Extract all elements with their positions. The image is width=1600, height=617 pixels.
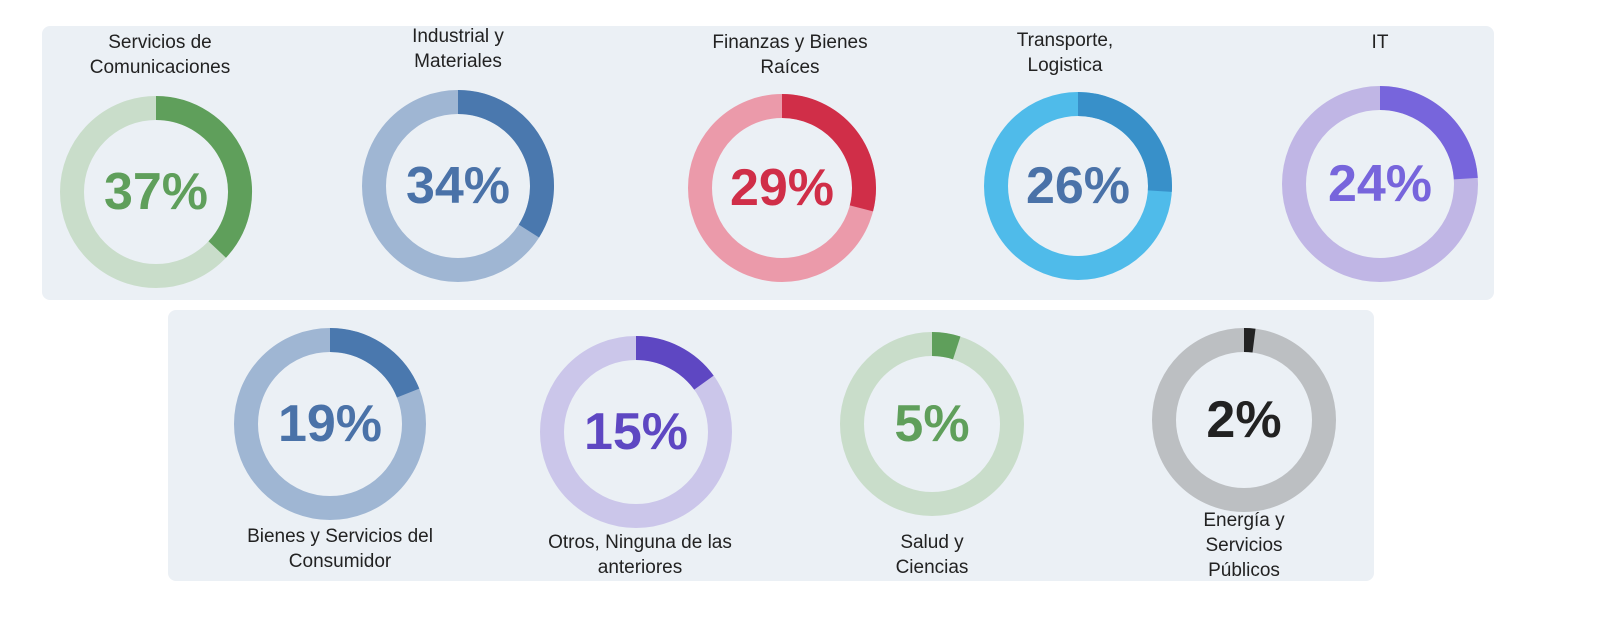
- percent-label: 19%: [278, 395, 382, 453]
- donut-arc: [1077, 92, 1172, 192]
- donut-arc: [155, 96, 252, 258]
- percent-label: 26%: [1026, 157, 1130, 215]
- percent-label: 15%: [584, 403, 688, 461]
- category-label: Bienes y Servicios del Consumidor: [247, 526, 433, 572]
- category-label: Salud y Ciencias: [895, 532, 969, 578]
- category-label: Energía y Servicios Públicos: [1203, 510, 1285, 581]
- percent-label: 37%: [104, 163, 208, 221]
- category-label: Industrial y Materiales: [412, 26, 504, 72]
- donut-arc: [931, 332, 961, 360]
- donut-arc: [1379, 86, 1478, 180]
- percent-label: 24%: [1328, 155, 1432, 213]
- donut-arc: [329, 328, 420, 398]
- donut-arc: [635, 336, 714, 391]
- percent-label: 29%: [730, 159, 834, 217]
- percent-label: 2%: [1206, 391, 1281, 449]
- category-label: Transporte, Logistica: [1016, 30, 1114, 76]
- percent-label: 5%: [894, 395, 969, 453]
- percent-label: 34%: [406, 157, 510, 215]
- category-label: IT: [1371, 32, 1389, 53]
- top-panel: [42, 26, 1494, 300]
- donut-arc: [457, 90, 554, 238]
- category-label: Otros, Ninguna de las anteriores: [548, 532, 732, 578]
- category-label: Finanzas y Bienes Raíces: [712, 32, 868, 78]
- donut-arc: [781, 94, 876, 212]
- donut-arc: [1243, 328, 1256, 353]
- category-label: Servicios de Comunicaciones: [89, 32, 231, 78]
